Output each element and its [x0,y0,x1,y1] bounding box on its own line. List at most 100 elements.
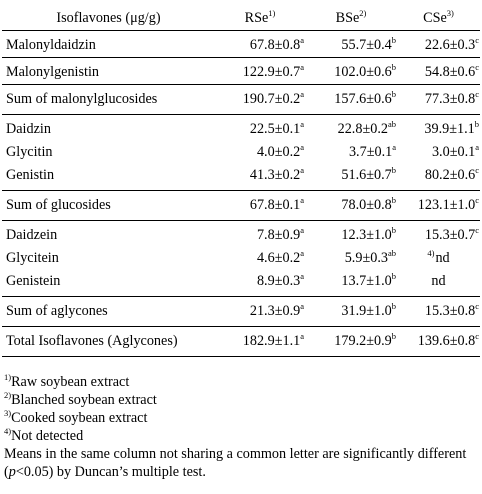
cell-letter: ab [387,119,396,129]
footnote-text: Blanched soybean extract [11,392,157,408]
row-label: Sum of aglycones [2,296,215,327]
cell-value: nd [431,273,446,289]
cell-rse: 8.9±0.3a [215,270,305,297]
not-detected-note: 4) [427,248,435,258]
cell-bse: 102.0±0.6b [305,57,397,85]
means-note-after: <0.05) by Duncan’s multiple test. [15,464,206,480]
cell-rse: 67.8±0.1a [215,190,305,221]
cell-value: 13.7±1.0 [341,273,392,289]
cell-value: 55.7±0.4 [341,37,392,53]
cell-cse: 80.2±0.6c [397,164,480,191]
cell-letter: a [392,142,396,152]
cell-rse: 190.7±0.2a [215,84,305,115]
cell-letter: b [391,89,396,99]
cell-value: 7.8±0.9 [256,227,301,243]
cell-letter: c [475,165,479,175]
cell-value: 80.2±0.6 [424,167,476,183]
cell-cse: nd [397,270,480,297]
cell-value: 8.9±0.3 [256,273,301,289]
footnote-mark: 1) [4,372,12,382]
footnote: 4)Not detected [4,427,480,445]
cell-letter: a [300,89,304,99]
footnote-mark: 2) [4,390,12,400]
cell-value: 4.0±0.2 [256,144,301,160]
cell-cse: 54.8±0.6c [397,57,480,85]
cell-value: 3.0±0.1 [431,144,476,160]
cell-letter: a [300,331,304,341]
row-label: Sum of glucosides [2,190,215,221]
header-rse-note: 1) [268,7,276,18]
isoflavones-table: Isoflavones (μg/g) RSe1) BSe2) CSe3) Mal… [2,6,480,357]
footnote: 3)Cooked soybean extract [4,409,480,427]
table-row: Malonylgenistin 122.9±0.7a 102.0±0.6b 54… [2,57,480,85]
cell-cse: 39.9±1.1b [397,114,480,141]
table-row: Sum of glucosides 67.8±0.1a 78.0±0.8b 12… [2,190,480,221]
cell-cse: 123.1±1.0c [397,190,480,221]
cell-value: 41.3±0.2 [249,167,301,183]
cell-cse: 139.6±0.8c [397,326,480,357]
cell-value: 15.3±0.7 [424,227,476,243]
table-row: Glycitein 4.6±0.2a 5.9±0.3ab 4)nd [2,247,480,270]
cell-letter: c [475,331,479,341]
header-rse-name: RSe [244,9,269,26]
cell-rse: 4.6±0.2a [215,247,305,270]
cell-value: 15.3±0.8 [424,303,476,319]
cell-value: 3.7±0.1 [348,144,393,160]
cell-letter: a [300,62,304,72]
cell-letter: a [300,142,304,152]
header-bse: BSe2) [305,6,397,31]
cell-letter: a [300,165,304,175]
cell-letter: a [300,119,304,129]
header-rse: RSe1) [215,6,305,31]
cell-letter: b [391,225,396,235]
row-label: Daidzein [2,220,215,247]
cell-value: 31.9±1.0 [341,303,392,319]
cell-value: 157.6±0.6 [334,91,392,107]
cell-cse: 4)nd [397,247,480,270]
cell-value: 51.6±0.7 [341,167,392,183]
cell-value: 102.0±0.6 [334,64,392,80]
header-cse-name: CSe [423,9,447,26]
cell-cse: 3.0±0.1a [397,141,480,164]
cell-rse: 122.9±0.7a [215,57,305,85]
cell-letter: b [391,62,396,72]
row-label: Genistein [6,273,61,289]
cell-letter: a [300,195,304,205]
table-row: Daidzin 22.5±0.1a 22.8±0.2ab 39.9±1.1b [2,114,480,141]
footnote-text: Not detected [11,428,84,444]
header-cse-note: 3) [446,7,454,18]
cell-rse: 67.8±0.8a [215,31,305,58]
footnote-text: Cooked soybean extract [11,410,148,426]
footnote-text: Raw soybean extract [11,374,130,390]
cell-value: 123.1±1.0 [417,197,476,213]
cell-letter: b [391,165,396,175]
cell-value: 22.5±0.1 [249,121,301,137]
cell-bse: 13.7±1.0b [305,270,397,297]
cell-letter: b [391,271,396,281]
cell-bse: 5.9±0.3ab [305,247,397,270]
cell-bse: 22.8±0.2ab [305,114,397,141]
row-label: Daidzin [2,114,215,141]
footnotes: 1)Raw soybean extract 2)Blanched soybean… [4,373,480,481]
row-label: Sum of malonylglucosides [2,84,215,115]
cell-bse: 31.9±1.0b [305,296,397,327]
cell-value: 67.8±0.8 [249,37,301,53]
cell-value: 179.2±0.9 [334,333,392,349]
cell-letter: a [300,248,304,258]
cell-value: 78.0±0.8 [341,197,392,213]
table-row: Malonyldaidzin 67.8±0.8a 55.7±0.4b 22.6±… [2,31,480,58]
cell-bse: 157.6±0.6b [305,84,397,115]
header-bse-name: BSe [335,9,360,26]
cell-letter: ab [387,248,396,258]
cell-rse: 182.9±1.1a [215,326,305,357]
table-row: Sum of malonylglucosides 190.7±0.2a 157.… [2,84,480,115]
row-label: Malonyldaidzin [6,37,96,53]
cell-letter: c [475,89,479,99]
cell-letter: b [391,331,396,341]
cell-value: 5.9±0.3 [344,250,388,266]
cell-value: 21.3±0.9 [249,303,301,319]
cell-letter: a [300,271,304,281]
table-row: Total Isoflavones (Aglycones) 182.9±1.1a… [2,326,480,357]
cell-rse: 7.8±0.9a [215,220,305,247]
